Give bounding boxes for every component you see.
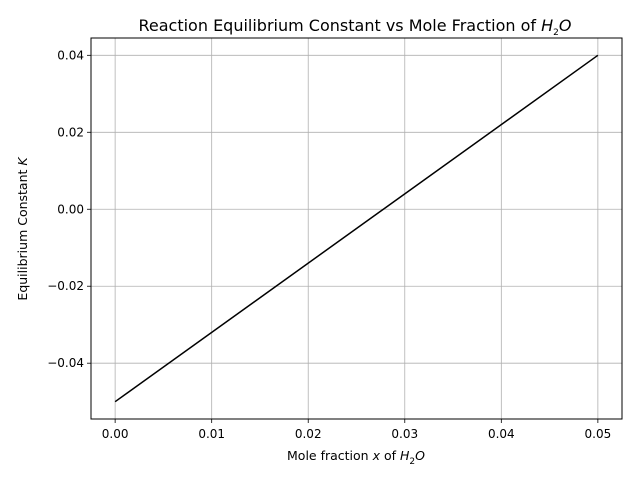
x-tick-label: 0.05 [585, 427, 612, 441]
series-layer [114, 54, 599, 403]
grid [91, 38, 622, 419]
plot-frame [90, 37, 623, 420]
y-tick-label: −0.04 [47, 356, 84, 370]
chart-title: Reaction Equilibrium Constant vs Mole Fr… [138, 16, 571, 38]
y-axis-label: Equilibrium Constant K [15, 156, 30, 301]
y-tick-label: 0.04 [57, 48, 84, 62]
x-ticks: 0.00 0.01 0.02 0.03 0.04 0.05 [102, 419, 611, 441]
y-tick-label: 0.00 [57, 202, 84, 216]
y-ticks: −0.04 −0.02 0.00 0.02 0.04 [47, 48, 91, 370]
x-tick-label: 0.00 [102, 427, 129, 441]
series-line [114, 54, 599, 403]
x-tick-label: 0.02 [295, 427, 322, 441]
x-tick-label: 0.01 [198, 427, 225, 441]
x-tick-label: 0.04 [488, 427, 515, 441]
y-tick-label: −0.02 [47, 279, 84, 293]
x-axis-label: Mole fraction x of H2O [287, 448, 425, 467]
y-tick-label: 0.02 [57, 125, 84, 139]
x-tick-label: 0.03 [391, 427, 418, 441]
